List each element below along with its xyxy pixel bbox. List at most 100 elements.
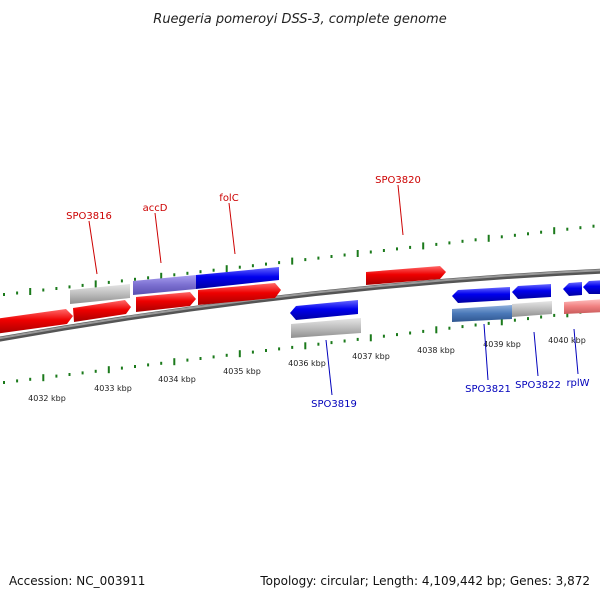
minor-tick	[134, 277, 136, 281]
minor-tick	[566, 227, 569, 231]
forward-scale-ticks	[3, 224, 595, 296]
minor-tick	[251, 350, 254, 354]
minor-tick	[382, 249, 385, 252]
minor-tick	[435, 242, 438, 246]
gene-label-rplw[interactable]: rplW	[566, 378, 589, 389]
gene-label-folc[interactable]: folC	[219, 193, 238, 204]
accession-text: Accession: NC_003911	[9, 574, 145, 588]
minor-tick	[500, 235, 503, 239]
pseudo-gene-block[interactable]	[564, 299, 600, 314]
minor-tick	[147, 276, 150, 280]
minor-tick	[225, 353, 228, 357]
minor-tick	[369, 250, 372, 254]
overlap-gene-block[interactable]	[452, 305, 512, 322]
gene-label-spo3820[interactable]: SPO3820	[375, 175, 421, 186]
minor-tick	[186, 358, 189, 362]
major-tick	[225, 265, 228, 273]
major-tick	[29, 288, 32, 295]
minor-tick	[553, 313, 556, 317]
minor-tick	[592, 224, 595, 228]
gene-label-spo3816[interactable]: SPO3816	[66, 211, 112, 222]
major-tick	[369, 334, 372, 342]
minor-tick	[304, 258, 307, 262]
major-tick	[173, 358, 176, 366]
minor-tick	[540, 230, 543, 234]
minor-tick	[186, 271, 189, 275]
major-tick	[160, 272, 163, 280]
minor-tick	[120, 279, 123, 283]
major-tick	[94, 280, 97, 288]
minor-tick	[199, 357, 202, 360]
major-tick	[291, 257, 294, 265]
minor-tick	[81, 283, 84, 287]
reverse-gene-arrow[interactable]	[290, 300, 358, 320]
gene-label-spo3822[interactable]: SPO3822	[515, 380, 561, 391]
major-tick	[107, 366, 110, 374]
forward-gene-arrow[interactable]	[0, 309, 73, 334]
genome-backbone	[0, 268, 600, 342]
scale-label: 4034 kbp	[158, 375, 196, 384]
major-tick	[435, 326, 438, 334]
minor-tick	[540, 315, 543, 319]
minor-tick	[396, 247, 398, 251]
forward-gene-block[interactable]	[196, 267, 279, 289]
gene-label-spo3821[interactable]: SPO3821	[465, 384, 511, 395]
reverse-gene-arrow[interactable]	[583, 280, 600, 294]
minor-tick	[160, 361, 163, 365]
minor-tick	[330, 341, 333, 345]
minor-tick	[461, 325, 464, 329]
major-tick	[500, 318, 503, 326]
minor-tick	[94, 369, 97, 373]
gene-label-spo3819[interactable]: SPO3819	[311, 399, 357, 410]
minor-tick	[55, 374, 58, 378]
minor-tick	[251, 264, 254, 268]
minor-tick	[343, 339, 346, 343]
minor-tick	[317, 256, 320, 260]
minor-tick	[382, 334, 385, 338]
scale-label: 4036 kbp	[288, 359, 326, 368]
rna-gene-block[interactable]	[291, 318, 361, 338]
forward-gene-arrow[interactable]	[198, 283, 281, 305]
major-tick	[356, 250, 359, 257]
major-tick	[42, 374, 45, 382]
reverse-gene-arrow[interactable]	[452, 287, 510, 303]
minor-tick	[265, 262, 267, 266]
genome-summary-text: Topology: circular; Length: 4,109,442 bp…	[259, 574, 590, 588]
scale-label: 4032 kbp	[28, 394, 66, 403]
minor-tick	[265, 349, 267, 352]
forward-gene-arrow[interactable]	[73, 300, 131, 322]
reverse-gene-arrow[interactable]	[512, 284, 551, 299]
scale-labels: 4032 kbp 4033 kbp 4034 kbp 4035 kbp 4036…	[28, 336, 586, 403]
minor-tick	[147, 363, 150, 367]
minor-tick	[134, 365, 136, 368]
minor-tick	[474, 323, 477, 327]
minor-tick	[68, 373, 71, 376]
minor-tick	[278, 261, 281, 265]
minor-tick	[448, 326, 451, 330]
minor-tick	[317, 342, 320, 346]
minor-tick	[81, 371, 84, 375]
forward-gene-arrow[interactable]	[136, 292, 196, 312]
scale-label: 4040 kbp	[548, 336, 586, 345]
minor-tick	[3, 293, 5, 296]
major-tick	[487, 234, 490, 242]
minor-tick	[356, 337, 359, 341]
minor-tick	[409, 245, 412, 249]
minor-tick	[461, 239, 464, 243]
overlap-gene-block[interactable]	[133, 275, 196, 295]
minor-tick	[16, 379, 19, 383]
minor-tick	[212, 355, 215, 359]
minor-tick	[513, 318, 516, 322]
minor-tick	[55, 287, 58, 290]
rna-gene-block[interactable]	[512, 301, 552, 317]
minor-tick	[474, 238, 477, 242]
forward-gene-labels: SPO3816 accD folC SPO3820	[66, 175, 421, 275]
minor-tick	[343, 253, 346, 257]
rna-gene-block[interactable]	[70, 284, 130, 304]
minor-tick	[579, 226, 582, 230]
reverse-gene-arrow[interactable]	[563, 282, 582, 296]
forward-gene-arrow[interactable]	[366, 266, 446, 285]
gene-label-accd[interactable]: accD	[143, 203, 168, 214]
minor-tick	[173, 273, 176, 277]
